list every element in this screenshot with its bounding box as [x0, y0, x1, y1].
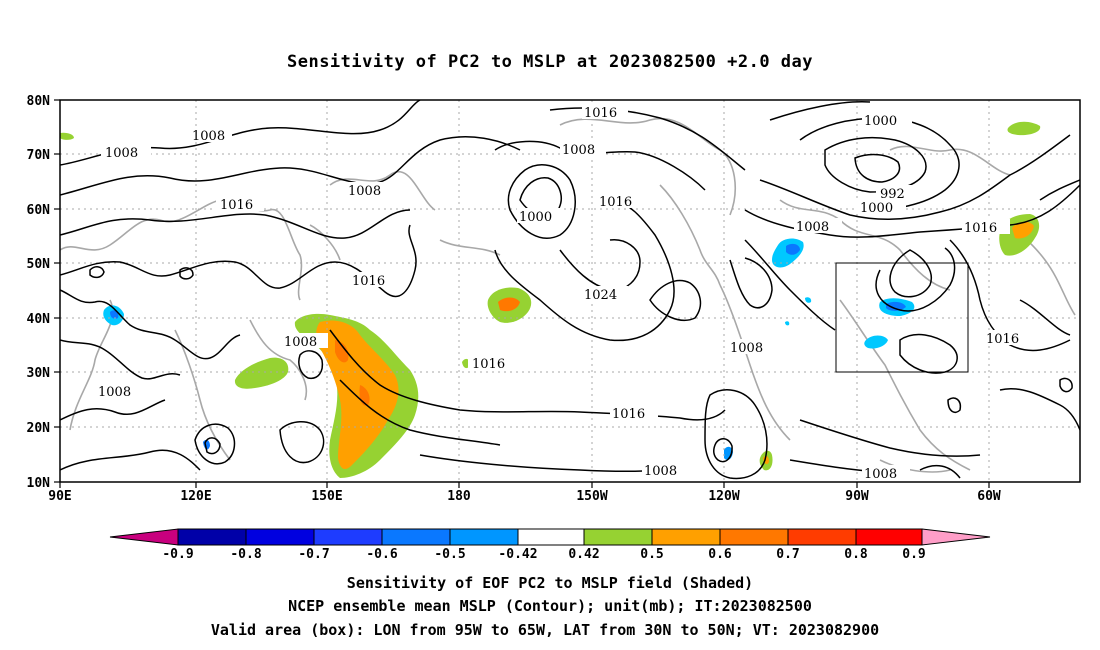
- contour-label: 1008: [730, 341, 763, 356]
- caption-shaded: Sensitivity of EOF PC2 to MSLP field (Sh…: [347, 574, 753, 592]
- mslp-contours: [60, 100, 1080, 480]
- contour-label: 992: [880, 187, 905, 202]
- coastlines: [60, 117, 1076, 473]
- lat-label-80n: 80N: [27, 94, 51, 109]
- contour-label: 1008: [105, 146, 138, 161]
- contour-label: 1008: [284, 335, 317, 350]
- colorbar-tick: 0.7: [776, 547, 799, 562]
- plot-frame: [59, 99, 1081, 483]
- latitude-labels: 80N 70N 60N 50N 40N 30N 20N 10N: [27, 94, 51, 491]
- contour-label: 1016: [612, 407, 645, 422]
- colorbar-ticks: -0.9 -0.8 -0.7 -0.6 -0.5 -0.42 0.42 0.5 …: [162, 547, 925, 562]
- contour-label: 1016: [220, 198, 253, 213]
- colorbar-segment: [449, 528, 519, 546]
- lat-label-60n: 60N: [27, 203, 51, 218]
- colorbar-segment: [313, 528, 383, 546]
- contour-label: 1008: [348, 184, 381, 199]
- colorbar-tick: -0.9: [162, 547, 193, 562]
- colorbar-tick: 0.5: [640, 547, 663, 562]
- contour-label: 1008: [644, 464, 677, 479]
- colorbar-tick: 0.9: [902, 547, 925, 562]
- colorbar-segment: [583, 528, 653, 546]
- lon-label-120e: 120E: [180, 489, 211, 504]
- colorbar-segment: [787, 528, 857, 546]
- colorbar-segment: [245, 528, 315, 546]
- lon-label-90w: 90W: [845, 489, 869, 504]
- lon-label-90e: 90E: [48, 489, 71, 504]
- lon-label-150e: 150E: [311, 489, 342, 504]
- colorbar-segment: [381, 528, 451, 546]
- contour-label: 1016: [964, 221, 997, 236]
- lon-label-180: 180: [447, 489, 471, 504]
- figure-captions: Sensitivity of EOF PC2 to MSLP field (Sh…: [211, 574, 879, 639]
- colorbar-segment: [651, 528, 721, 546]
- lon-label-150w: 150W: [576, 489, 607, 504]
- colorbar-tick: -0.6: [366, 547, 397, 562]
- contour-label: 1016: [599, 195, 632, 210]
- colorbar-tick: 0.42: [568, 547, 599, 562]
- lon-label-120w: 120W: [708, 489, 739, 504]
- lat-label-10n: 10N: [27, 476, 51, 491]
- contour-label: 1008: [562, 143, 595, 158]
- colorbar-tick: 0.8: [844, 547, 868, 562]
- caption-valid-area: Valid area (box): LON from 95W to 65W, L…: [211, 621, 879, 639]
- lat-label-50n: 50N: [27, 257, 51, 272]
- lat-label-70n: 70N: [27, 148, 51, 163]
- lon-label-60w: 60W: [977, 489, 1001, 504]
- colorbar-segment: [517, 528, 585, 546]
- contour-label: 1008: [864, 467, 897, 482]
- contour-label: 1008: [192, 129, 225, 144]
- contour-label: 1000: [864, 114, 897, 129]
- colorbar: -0.9 -0.8 -0.7 -0.6 -0.5 -0.42 0.42 0.5 …: [109, 528, 991, 562]
- contour-labels: 1008 1008 1016 1008 1016 1016 1008 1000 …: [96, 104, 1032, 482]
- colorbar-segment: [855, 528, 923, 546]
- contour-label: 1000: [519, 210, 552, 225]
- contour-label: 1016: [584, 106, 617, 121]
- contour-label: 1016: [352, 274, 385, 289]
- colorbar-tick: -0.7: [298, 547, 329, 562]
- colorbar-segment: [719, 528, 789, 546]
- longitude-labels: 90E 120E 150E 180 150W 120W 90W 60W: [48, 489, 1001, 504]
- map-plot: 1008 1008 1016 1008 1016 1016 1008 1000 …: [27, 94, 1081, 504]
- contour-label: 1024: [584, 288, 617, 303]
- contour-label: 1008: [98, 385, 131, 400]
- colorbar-tick: 0.6: [708, 547, 732, 562]
- colorbar-end-low: [109, 528, 179, 546]
- tick-marks: [54, 99, 990, 488]
- contour-label: 1016: [986, 332, 1019, 347]
- valid-area-box: [835, 262, 969, 373]
- lat-label-30n: 30N: [27, 366, 51, 381]
- colorbar-tick: -0.8: [230, 547, 261, 562]
- colorbar-segment: [177, 528, 247, 546]
- colorbar-tick: -0.5: [434, 547, 465, 562]
- lat-label-20n: 20N: [27, 421, 51, 436]
- contour-label: 1016: [472, 357, 505, 372]
- contour-label: 1008: [796, 220, 829, 235]
- caption-contour: NCEP ensemble mean MSLP (Contour); unit(…: [288, 597, 812, 615]
- colorbar-tick: -0.42: [498, 547, 537, 562]
- contour-label: 1000: [860, 201, 893, 216]
- figure-title: Sensitivity of PC2 to MSLP at 2023082500…: [287, 52, 813, 72]
- lat-label-40n: 40N: [27, 312, 51, 327]
- colorbar-end-high: [921, 528, 991, 546]
